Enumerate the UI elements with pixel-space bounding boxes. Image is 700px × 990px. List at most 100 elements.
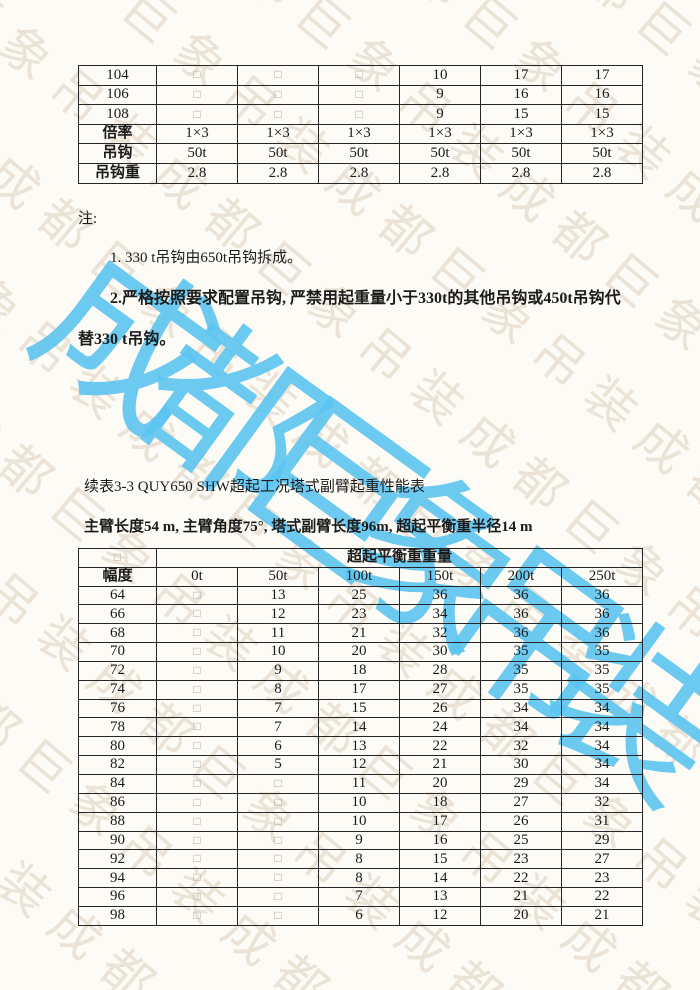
watermark-tile-text: 成都巨象吊装 <box>0 636 74 938</box>
table2-cell: 14 <box>318 717 400 738</box>
table2-cell: 12 <box>399 905 481 926</box>
table2-cell: 21 <box>480 887 562 907</box>
table2-row: 90 □ □ 9 16 25 29 <box>78 830 644 851</box>
row-radius: 70 <box>78 642 157 662</box>
table2-cell: □ <box>237 868 319 889</box>
table2-cell: 36 <box>480 604 562 625</box>
table2-cell: □ <box>156 868 238 889</box>
table2-row: 92 □ □ 8 15 23 27 <box>78 849 644 870</box>
table1-cell: 50t <box>156 143 238 164</box>
table2-cell: 22 <box>560 887 644 907</box>
table2-cell: 22 <box>480 868 562 889</box>
table2-cell: 34 <box>560 698 644 719</box>
table1-cell: 1×3 <box>480 123 562 145</box>
table2-cell: 34 <box>399 604 481 625</box>
notes-heading: 注: <box>78 210 98 227</box>
table2-cell: 24 <box>399 717 481 738</box>
table2-cell: 10 <box>237 642 319 662</box>
note-2-line1: 2.严格按照要求配置吊钩, 严禁用起重量小于330t的其他吊钩或450t吊钩代 <box>110 290 621 308</box>
table1-row: 106 □ □ □ 9 16 16 <box>78 84 643 106</box>
row-label: 104 <box>78 65 157 86</box>
table1-cell: 2.8 <box>561 162 643 184</box>
table2-cell: 35 <box>480 679 562 700</box>
table2-cell: 11 <box>237 623 319 644</box>
table2-cell: 29 <box>480 774 562 794</box>
table2-cell: 26 <box>480 811 562 832</box>
column-header: 150t <box>399 566 481 587</box>
table2-cell: 25 <box>480 830 562 851</box>
table2-cell: □ <box>156 585 238 606</box>
table2-row: 80 □ 6 13 22 32 34 <box>78 736 644 757</box>
table1-row: 吊钩 50t 50t 50t 50t 50t 50t <box>78 143 643 164</box>
watermark-tile-text: 成都巨象吊装 <box>0 0 12 188</box>
table2-cell: 36 <box>560 585 644 606</box>
table2-cell: 8 <box>237 679 319 700</box>
table2-cell: □ <box>156 698 238 719</box>
table1-cell: 50t <box>561 143 643 164</box>
table2-row: 82 □ 5 12 21 30 34 <box>78 755 644 775</box>
column-header: 250t <box>560 566 644 587</box>
row-label: 108 <box>78 104 157 125</box>
table1-cell: 2.8 <box>318 162 400 184</box>
group-header: 超起平衡重重量 <box>155 547 644 568</box>
table2-cell: 34 <box>480 698 562 719</box>
table1-row: 108 □ □ □ 9 15 15 <box>78 104 643 125</box>
table1-cell: 16 <box>561 84 643 106</box>
table2-row: 72 □ 9 18 28 35 35 <box>78 660 644 681</box>
table2-cell: 18 <box>318 660 400 681</box>
table2-cell: □ <box>156 717 238 738</box>
table2-cell: 27 <box>399 679 481 700</box>
row-radius: 82 <box>78 755 157 775</box>
table2-cell: □ <box>156 830 238 851</box>
table2-row: 94 □ □ 8 14 22 23 <box>78 868 644 889</box>
table1-cell: □ <box>156 104 238 125</box>
table2-row: 76 □ 7 15 26 34 34 <box>78 698 644 719</box>
table1-cell: 1×3 <box>399 123 481 145</box>
hook-config-table: 104 □ □ □ 10 17 17 106 □ □ □ 9 16 16 108 □ □ □ 9 15 15 倍率 1×3 1… <box>78 65 643 184</box>
table2-cell: □ <box>156 774 238 794</box>
table2-cell: 8 <box>318 849 400 870</box>
table2-cell: 27 <box>480 792 562 813</box>
table2-cell: □ <box>237 887 319 907</box>
table2-row: 64 □ 13 25 36 36 36 <box>78 585 644 606</box>
table2-cell: □ <box>237 792 319 813</box>
table2-cell: 21 <box>399 755 481 775</box>
row-radius: 84 <box>78 774 157 794</box>
row-radius: 90 <box>78 830 157 851</box>
row-radius: 74 <box>78 679 157 700</box>
table1-cell: □ <box>156 65 238 86</box>
table2-cell: 14 <box>399 868 481 889</box>
table2-row: 84 □ □ 11 20 29 34 <box>78 774 644 794</box>
table1-cell: 1×3 <box>156 123 238 145</box>
table1-cell: 2.8 <box>399 162 481 184</box>
table2-cell: 12 <box>237 604 319 625</box>
notes-section: 注: 1. 330 t吊钩由650t吊钩拆成。 2.严格按照要求配置吊钩, 严禁… <box>78 210 644 351</box>
table2-cell: 15 <box>318 698 400 719</box>
row-radius: 98 <box>78 905 157 926</box>
table1-cell: 50t <box>318 143 400 164</box>
table2-cell: 22 <box>399 736 481 757</box>
table1-cell: □ <box>156 84 238 106</box>
table2-row: 66 □ 12 23 34 36 36 <box>78 604 644 625</box>
table2-cell: 35 <box>480 642 562 662</box>
table1-row: 104 □ □ □ 10 17 17 <box>78 65 643 86</box>
table1-cell: 50t <box>480 143 562 164</box>
table2-cell: 8 <box>318 868 400 889</box>
table2-cell: □ <box>237 811 319 832</box>
table2-cell: 13 <box>237 585 319 606</box>
column-header: 200t <box>480 566 562 587</box>
table1-cell: □ <box>237 104 319 125</box>
table2-cell: □ <box>156 905 238 926</box>
table2-cell: 20 <box>318 642 400 662</box>
column-header: 50t <box>237 566 319 587</box>
row-radius: 76 <box>78 698 157 719</box>
table2-cell: 15 <box>399 849 481 870</box>
table2-cell: □ <box>156 811 238 832</box>
table2-cell: □ <box>156 660 238 681</box>
table2-cell: □ <box>156 679 238 700</box>
row-radius: 72 <box>78 660 157 681</box>
table1-cell: 15 <box>480 104 562 125</box>
table1-cell: 50t <box>237 143 319 164</box>
column-header: 幅度 <box>78 566 157 587</box>
table2-cell: □ <box>156 849 238 870</box>
